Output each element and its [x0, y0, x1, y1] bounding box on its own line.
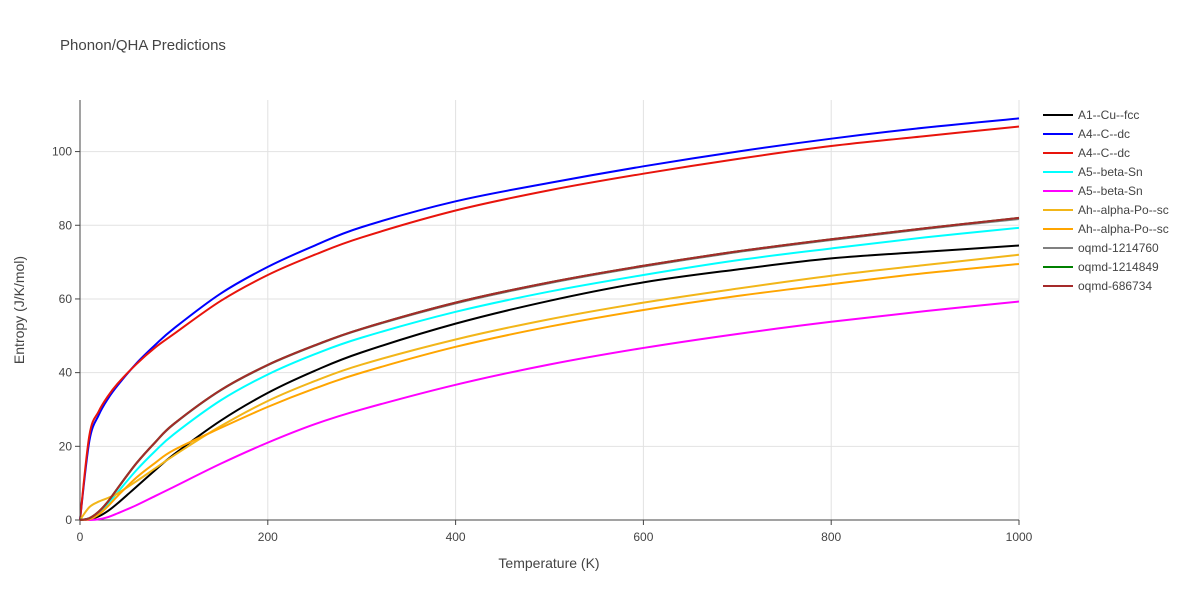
series-line-7[interactable]	[79, 218, 1020, 521]
series-line-4[interactable]	[79, 300, 1020, 522]
x-tick-label: 0	[77, 530, 84, 544]
legend-item[interactable]: Ah--alpha-Po--sc	[1043, 222, 1169, 236]
chart-title: Phonon/QHA Predictions	[60, 37, 226, 54]
series-line-9[interactable]	[79, 216, 1020, 521]
legend-item[interactable]: A5--beta-Sn	[1043, 165, 1143, 179]
legend-label: oqmd-1214760	[1078, 241, 1159, 255]
grid	[80, 100, 1020, 520]
y-tick-label: 40	[59, 366, 73, 380]
legend[interactable]: A1--Cu--fcc A4--C--dc A4--C--dc A5--beta-Sn…	[1043, 108, 1169, 293]
y-tick-label: 20	[59, 439, 73, 453]
series-line-8[interactable]	[79, 216, 1020, 521]
series-line-2[interactable]	[79, 125, 1020, 521]
legend-item[interactable]: oqmd-1214849	[1043, 260, 1159, 274]
legend-item[interactable]: A4--C--dc	[1043, 146, 1130, 160]
series-line-3[interactable]	[79, 226, 1020, 521]
legend-label: A5--beta-Sn	[1078, 165, 1143, 179]
series-line-0[interactable]	[79, 244, 1020, 521]
legend-label: Ah--alpha-Po--sc	[1078, 222, 1169, 236]
legend-label: oqmd-686734	[1078, 279, 1152, 293]
x-tick-label: 1000	[1006, 530, 1033, 544]
legend-item[interactable]: A1--Cu--fcc	[1043, 108, 1139, 122]
legend-label: A1--Cu--fcc	[1078, 108, 1139, 122]
series-lines	[79, 117, 1020, 522]
legend-item[interactable]: A5--beta-Sn	[1043, 184, 1143, 198]
legend-label: Ah--alpha-Po--sc	[1078, 203, 1169, 217]
x-tick-label: 800	[821, 530, 841, 544]
legend-label: A5--beta-Sn	[1078, 184, 1143, 198]
x-axis-title: Temperature (K)	[498, 555, 599, 571]
y-tick-label: 100	[52, 145, 72, 159]
legend-label: A4--C--dc	[1078, 127, 1130, 141]
x-tick-label: 600	[633, 530, 653, 544]
legend-label: A4--C--dc	[1078, 146, 1130, 160]
series-line-1[interactable]	[79, 117, 1020, 521]
legend-item[interactable]: oqmd-686734	[1043, 279, 1152, 293]
legend-item[interactable]: Ah--alpha-Po--sc	[1043, 203, 1169, 217]
legend-item[interactable]: A4--C--dc	[1043, 127, 1130, 141]
y-tick-label: 0	[65, 513, 72, 527]
x-tick-label: 400	[446, 530, 466, 544]
y-axis-title: Entropy (J/K/mol)	[11, 256, 27, 364]
axis-ticks: 0 200 400 600 800 1000 0 20 40 60 80 100	[52, 145, 1033, 544]
legend-item[interactable]: oqmd-1214760	[1043, 241, 1159, 255]
series-line-6[interactable]	[79, 262, 1020, 521]
x-tick-label: 200	[258, 530, 278, 544]
y-tick-label: 60	[59, 292, 73, 306]
y-tick-label: 80	[59, 218, 73, 232]
legend-label: oqmd-1214849	[1078, 260, 1159, 274]
series-line-5[interactable]	[79, 253, 1020, 521]
